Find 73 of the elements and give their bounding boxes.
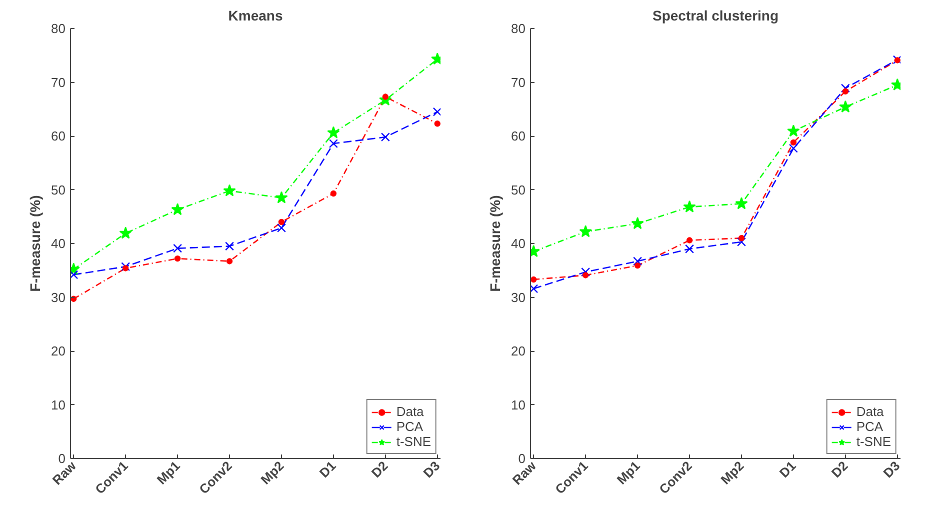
point <box>530 276 537 283</box>
point <box>380 132 390 142</box>
point <box>686 237 693 244</box>
y-tick-label: 20 <box>51 344 66 358</box>
point <box>683 200 696 212</box>
legend-label: Data <box>856 404 884 419</box>
point <box>787 124 800 137</box>
point <box>790 139 797 146</box>
y-tick-label: 30 <box>51 290 66 305</box>
point <box>223 184 236 196</box>
y-tick-label: 50 <box>51 182 66 198</box>
point <box>434 120 440 127</box>
y-tick-label: 70 <box>511 74 526 90</box>
legend-label: Data <box>396 404 424 419</box>
legend-label: t-SNE <box>396 434 431 449</box>
point <box>328 139 338 148</box>
y-axis-title: F-measure (%) <box>27 195 44 292</box>
y-tick-label: 0 <box>518 451 526 466</box>
y-tick-label: 10 <box>51 397 66 412</box>
point <box>171 203 184 216</box>
y-tick-label: 60 <box>511 128 526 144</box>
point <box>839 100 852 112</box>
y-tick-label: 20 <box>511 344 526 358</box>
y-tick-label: 70 <box>51 74 66 90</box>
x-tick-label: D2 <box>368 458 391 481</box>
point <box>330 190 337 197</box>
point <box>122 265 129 272</box>
point <box>327 126 340 138</box>
point <box>226 258 233 264</box>
point <box>735 197 748 210</box>
point <box>840 84 850 93</box>
y-tick-label: 50 <box>511 182 526 198</box>
x-tick-label: D2 <box>828 458 851 481</box>
point <box>121 262 130 272</box>
point <box>173 244 182 253</box>
legend-label: t-SNE <box>856 434 891 449</box>
y-tick-label: 80 <box>51 21 66 36</box>
point <box>579 225 592 238</box>
x-tick-label: D1 <box>316 458 339 481</box>
y-tick-label: 40 <box>511 236 526 251</box>
legend-label: PCA <box>856 419 884 434</box>
point <box>736 237 746 246</box>
point <box>634 262 641 269</box>
point <box>842 88 849 94</box>
y-tick-label: 0 <box>58 451 66 466</box>
point <box>70 270 78 280</box>
point <box>631 217 644 230</box>
point <box>276 223 286 232</box>
point <box>530 284 538 294</box>
point <box>275 191 288 204</box>
x-tick-label: D3 <box>420 458 443 481</box>
point <box>278 218 285 226</box>
point <box>738 235 745 242</box>
y-tick-label: 30 <box>511 290 526 305</box>
x-tick-label: D3 <box>880 458 903 481</box>
point <box>788 144 798 153</box>
chart-title: Spectral clustering <box>652 8 779 24</box>
legend-label: PCA <box>396 419 424 434</box>
point <box>633 256 642 266</box>
point <box>685 244 694 254</box>
point <box>225 242 234 251</box>
point <box>581 268 590 276</box>
point <box>582 272 589 278</box>
y-tick-label: 10 <box>511 397 526 412</box>
point <box>432 107 440 116</box>
y-tick-label: 60 <box>51 128 66 144</box>
point <box>119 226 132 239</box>
chart-title: Kmeans <box>228 8 283 24</box>
y-axis-title: F-measure (%) <box>487 195 504 292</box>
y-tick-label: 40 <box>51 236 66 251</box>
x-tick-label: D1 <box>776 458 799 481</box>
point <box>174 255 181 262</box>
y-tick-label: 80 <box>511 21 526 36</box>
